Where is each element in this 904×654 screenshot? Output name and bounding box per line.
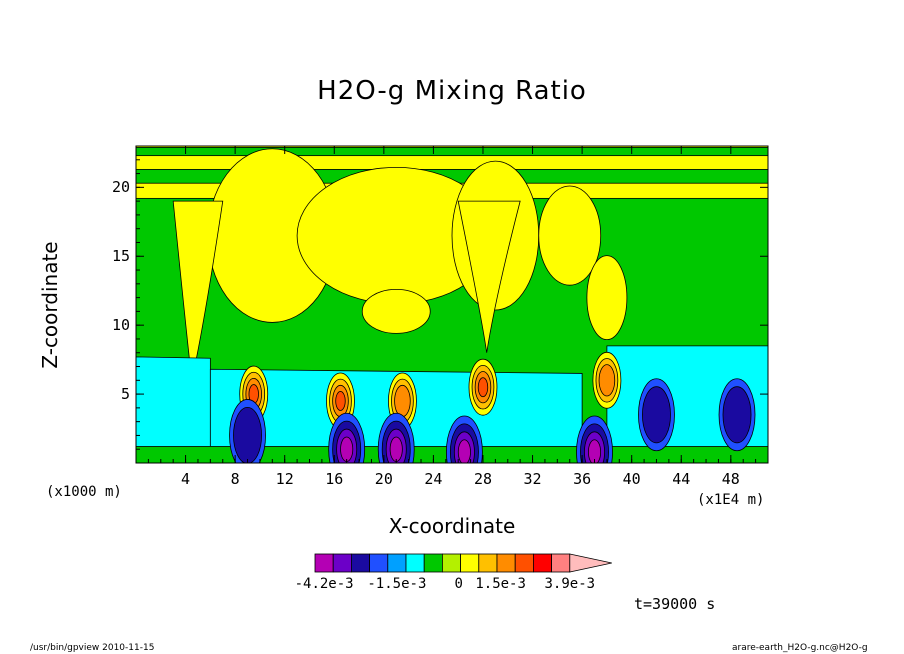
colorbar-tick-label-2: 0 (454, 576, 463, 592)
y-axis-unit: (x1000 m) (46, 484, 122, 500)
feature-8-level-3 (457, 439, 471, 463)
feature-10-level-1 (642, 386, 671, 444)
colorbar-swatch-2 (350, 553, 370, 573)
colorbar-swatch-4 (387, 553, 407, 573)
plume-20 (361, 288, 431, 334)
colorbar-swatch-9 (478, 553, 498, 573)
colorbar-swatch-7 (441, 553, 461, 573)
feature-4-level-2 (598, 364, 616, 397)
chart-title: H2O-g Mixing Ratio (317, 76, 587, 106)
colorbar-swatch-6 (423, 553, 443, 573)
x-axis-unit: (x1E4 m) (697, 492, 765, 508)
y-tick-label-0: 5 (120, 385, 130, 404)
x-tick-label-2: 12 (275, 470, 294, 488)
x-tick-label-9: 40 (622, 470, 641, 488)
feature-11-level-1 (722, 386, 752, 444)
colorbar-swatch-12 (533, 553, 553, 573)
footer-left: /usr/bin/gpview 2010-11-15 (30, 643, 155, 653)
colorbar-arrow (569, 553, 612, 573)
plume-28 (457, 200, 521, 353)
feature-7-level-3 (389, 436, 403, 462)
x-tick-label-6: 28 (473, 470, 492, 488)
colorbar-swatch-8 (460, 553, 480, 573)
x-tick-label-8: 36 (573, 470, 592, 488)
y-tick-label-1: 10 (111, 316, 130, 335)
time-label: t=39000 s (634, 595, 716, 613)
colorbar-tick-label-4: 3.9e-3 (544, 576, 596, 592)
plume-38 (586, 255, 628, 341)
colorbar-swatch-5 (405, 553, 425, 573)
colorbar-tick-label-1: -1.5e-3 (367, 576, 427, 592)
feature-6-level-3 (340, 436, 354, 462)
feature-5-level-1 (233, 406, 262, 463)
colorbar-swatch-13 (551, 553, 571, 573)
y-tick-label-3: 20 (111, 178, 130, 197)
colorbar-tick-label-0: -4.2e-3 (294, 576, 354, 592)
x-tick-label-0: 4 (181, 470, 191, 488)
x-tick-label-1: 8 (230, 470, 240, 488)
band-green-top (136, 146, 768, 157)
contour-fills (136, 146, 768, 463)
y-axis-label: Z-coordinate (38, 241, 62, 369)
cyan-layer-left (136, 356, 211, 450)
colorbar-swatch-3 (369, 553, 389, 573)
colorbar-swatch-11 (514, 553, 534, 573)
feature-9-level-3 (587, 439, 602, 463)
footer-right: arare-earth_H2O-g.nc@H2O-g (732, 643, 868, 653)
x-tick-label-4: 20 (374, 470, 393, 488)
plume-4 (538, 185, 602, 286)
x-tick-label-11: 48 (721, 470, 740, 488)
x-axis-label: X-coordinate (388, 514, 516, 538)
x-tick-label-5: 24 (424, 470, 443, 488)
colorbar-swatch-0 (314, 553, 334, 573)
x-tick-label-10: 44 (672, 470, 691, 488)
feature-1-level-3 (335, 391, 346, 411)
y-tick-label-2: 15 (111, 247, 130, 266)
x-tick-label-7: 32 (523, 470, 542, 488)
colorbar-swatch-1 (332, 553, 352, 573)
colorbar-swatch-10 (496, 553, 516, 573)
x-tick-label-3: 16 (325, 470, 344, 488)
feature-2-level-2 (394, 384, 411, 418)
plot-frame (135, 145, 769, 464)
colorbar-tick-label-3: 1.5e-3 (475, 576, 526, 592)
feature-3-level-3 (477, 377, 489, 398)
